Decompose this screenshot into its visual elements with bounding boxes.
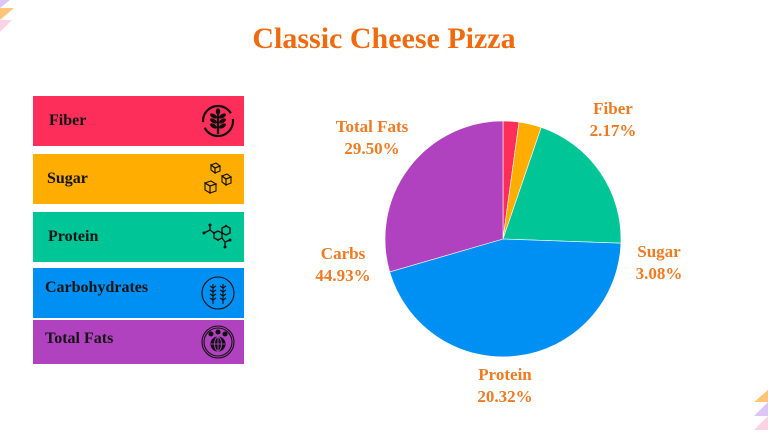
legend-item-total-fats: Total Fats	[33, 320, 244, 364]
legend-item-fiber: Fiber	[33, 96, 244, 146]
slice-label-value: 44.93%	[315, 266, 371, 285]
slice-label-value: 20.32%	[477, 387, 533, 406]
chart-title: Classic Cheese Pizza	[252, 22, 516, 55]
legend-label: Sugar	[47, 170, 88, 187]
slice-label-name: Fiber	[593, 99, 633, 118]
corner-decoration-bottom-right	[754, 390, 768, 430]
sugar-cubes-icon	[203, 162, 233, 194]
corner-decoration-top-left	[0, 0, 14, 32]
slice-label-protein: Protein 20.32%	[468, 364, 542, 408]
slice-label-name: Protein	[478, 365, 532, 384]
slice-total-fats[interactable]	[384, 120, 504, 273]
legend-item-sugar: Sugar	[33, 154, 244, 204]
slice-label-name: Sugar	[637, 242, 681, 261]
slice-label-value: 2.17%	[589, 121, 637, 140]
slice-label-sugar: Sugar 3.08%	[624, 241, 694, 285]
legend-label: Carbohydrates	[45, 279, 149, 296]
slice-label-value: 29.50%	[344, 139, 400, 158]
slice-label-carbs: Carbs 44.93%	[306, 243, 380, 287]
legend-item-carbohydrates: Carbohydrates	[33, 268, 244, 318]
slice-protein[interactable]	[502, 127, 622, 244]
slice-label-fiber: Fiber 2.17%	[578, 98, 648, 142]
legend-label: Protein	[48, 228, 99, 245]
slice-carbs[interactable]	[389, 238, 622, 358]
legend-item-protein: Protein	[33, 212, 244, 262]
wheat-icon	[201, 104, 235, 138]
legend-label: Fiber	[49, 112, 87, 129]
slice-label-total-fats: Total Fats 29.50%	[322, 116, 422, 160]
slice-label-name: Carbs	[320, 244, 366, 263]
molecule-icon	[202, 223, 232, 249]
globe-people-icon	[201, 325, 235, 359]
slice-label-value: 3.08%	[635, 264, 683, 283]
grain-icon	[201, 276, 235, 310]
legend-label: Total Fats	[45, 330, 114, 347]
slice-label-name: Total Fats	[335, 117, 409, 136]
